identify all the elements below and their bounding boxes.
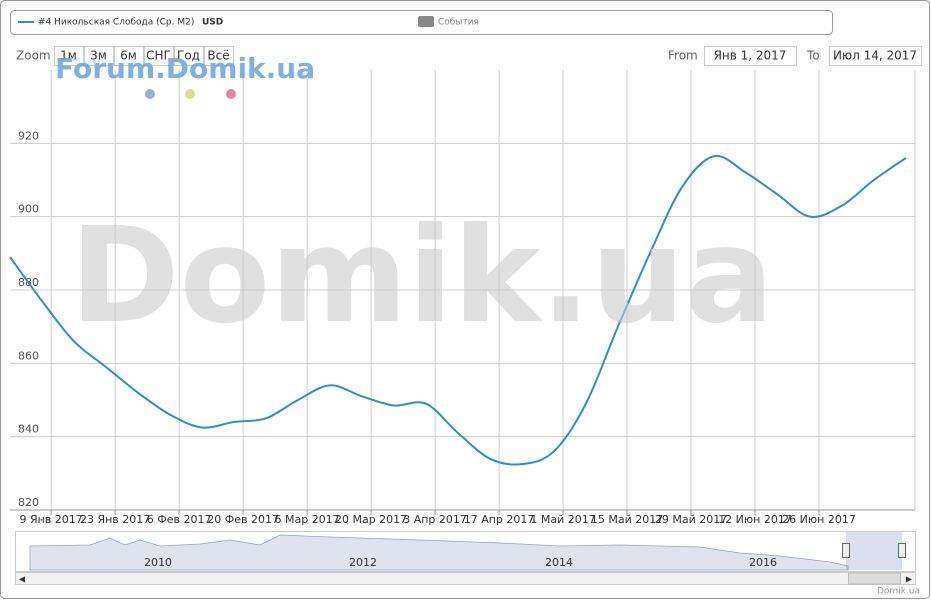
zoom-button-label[interactable]: 6м <box>120 49 137 63</box>
credit: Domik.ua <box>877 587 920 597</box>
zoom-button[interactable] <box>114 46 144 66</box>
events-label[interactable]: События <box>438 18 479 28</box>
zoom-label: Zoom <box>16 49 51 63</box>
x-tick-label: 23 Янв 2017 <box>80 513 150 526</box>
zoom-button[interactable] <box>54 46 84 66</box>
zoom-button[interactable] <box>144 46 174 66</box>
x-tick-label: 15 Май 2017 <box>591 513 663 526</box>
navigator-year: 2014 <box>545 556 573 569</box>
y-tick-label: 840 <box>18 423 39 436</box>
x-tick-label: 1 Май 2017 <box>530 513 595 526</box>
navigator-year: 2010 <box>144 556 172 569</box>
to-label: To <box>806 49 820 63</box>
navigator-handle[interactable] <box>898 543 906 558</box>
watermark-small: Forum.Domik.ua <box>55 52 315 85</box>
zoom-button-label[interactable]: 1м <box>60 49 77 63</box>
watermark-large: Domik.ua <box>70 199 774 353</box>
x-tick-label: 26 Июн 2017 <box>782 513 856 526</box>
dot <box>145 89 155 99</box>
scrollbar-thumb[interactable] <box>848 572 901 585</box>
x-tick-label: 20 Фев 2017 <box>207 513 279 526</box>
zoom-button[interactable] <box>174 46 204 66</box>
navigator-mask[interactable] <box>846 532 902 570</box>
events-swatch <box>418 16 434 27</box>
scroll-left[interactable]: ◀ <box>19 575 26 584</box>
y-tick-label: 900 <box>18 203 39 216</box>
dot <box>226 89 236 99</box>
x-tick-label: 3 Апр 2017 <box>403 513 467 526</box>
zoom-button[interactable] <box>204 46 234 66</box>
legend-label[interactable]: #4 Никольская Слобода (Ср. M2) <box>38 18 194 28</box>
from-value[interactable]: Янв 1, 2017 <box>714 49 787 63</box>
navigator-area <box>29 534 849 571</box>
series-line <box>9 154 907 466</box>
x-tick-label: 6 Мар 2017 <box>274 513 339 526</box>
y-tick-label: 920 <box>18 129 39 142</box>
zoom-button-label[interactable]: СНГ <box>146 49 171 63</box>
scroll-right[interactable]: ▶ <box>906 575 913 584</box>
x-tick-label: 17 Апр 2017 <box>464 513 535 526</box>
scrollbar[interactable] <box>15 572 916 585</box>
zoom-button-label[interactable]: 3м <box>90 49 107 63</box>
legend-currency: USD <box>202 18 223 28</box>
navigator-year: 2012 <box>349 556 377 569</box>
from-label: From <box>668 49 698 63</box>
navigator-year: 2016 <box>749 556 777 569</box>
to-value[interactable]: Июл 14, 2017 <box>833 49 917 63</box>
x-tick-label: 9 Янв 2017 <box>19 513 82 526</box>
navigator-handle[interactable] <box>842 543 850 558</box>
zoom-button-label[interactable]: Всё <box>207 49 229 63</box>
x-tick-label: 29 Май 2017 <box>655 513 727 526</box>
x-tick-label: 12 Июн 2017 <box>718 513 792 526</box>
to-input[interactable] <box>829 46 922 66</box>
x-tick-label: 20 Мар 2017 <box>335 513 407 526</box>
dot <box>185 89 195 99</box>
zoom-button-label[interactable]: Год <box>177 49 200 63</box>
y-tick-label: 820 <box>18 496 39 509</box>
from-input[interactable] <box>704 46 797 66</box>
x-tick-label: 6 Фев 2017 <box>147 513 212 526</box>
y-tick-label: 860 <box>18 349 39 362</box>
zoom-button[interactable] <box>84 46 114 66</box>
